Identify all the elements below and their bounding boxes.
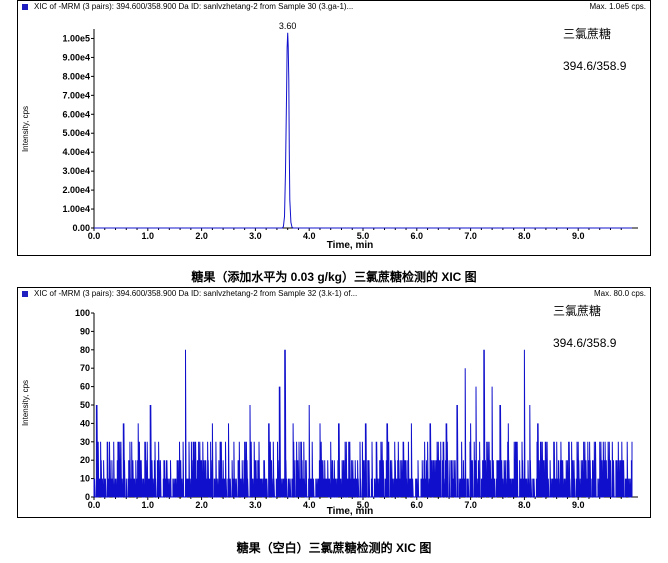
x-tick-label: 5.0 [357,500,370,510]
y-axis-label: Intensity, cps [21,106,30,152]
y-tick-label: 80 [80,345,90,355]
y-tick-label: 7.00e4 [62,90,90,100]
y-tick-label: 1.00e4 [62,204,90,214]
x-tick-label: 6.0 [411,231,424,241]
x-tick-label: 8.0 [518,500,531,510]
y-tick-label: 4.00e4 [62,147,90,157]
transition-label: 394.6/358.9 [553,336,617,350]
max-intensity-label: Max. 80.0 cps. [593,289,646,298]
x-tick-label: 0.0 [88,231,101,241]
x-tick-label: 7.0 [464,500,477,510]
y-tick-label: 60 [80,382,90,392]
x-tick-label: 1.0 [142,500,155,510]
y-axis-label: Intensity, cps [21,380,30,426]
y-tick-label: 10 [80,474,90,484]
trace-icon [22,291,28,297]
y-tick-label: 0.00 [72,223,90,233]
y-tick-label: 100 [75,308,90,318]
y-tick-label: 9.00e4 [62,52,90,62]
x-tick-label: 9.0 [572,231,585,241]
x-tick-label: 5.0 [357,231,370,241]
x-axis-label: Time, min [327,506,374,517]
series-line [93,349,633,498]
y-tick-label: 90 [80,326,90,336]
series-line [94,32,632,229]
y-tick-label: 40 [80,418,90,428]
x-tick-label: 4.0 [303,500,316,510]
y-tick-label: 0 [85,492,90,502]
x-tick-label: 2.0 [195,231,208,241]
x-tick-label: 7.0 [464,231,477,241]
panel-header-title: XIC of -MRM (3 pairs): 394.600/358.900 D… [34,289,358,298]
compound-name: 三氯蔗糖 [553,303,601,318]
chart-spiked-svg: 0.0 1.0 2.0 3.0 4.0 5.0 6.0 7.0 8.0 9.0 0.00 1.00e4… [21,21,638,251]
y-tick-label: 2.00e4 [62,185,90,195]
y-tick-label: 70 [80,363,90,373]
figure-caption-spiked: 糖果（添加水平为 0.03 g/kg）三氯蔗糖检测的 XIC 图 [191,270,477,284]
x-tick-label: 2.0 [195,500,208,510]
panel-header-title: XIC of -MRM (3 pairs): 394.600/358.900 D… [34,2,354,11]
x-tick-label: 3.0 [249,231,262,241]
y-tick-label: 1.00e5 [62,33,90,43]
figure-caption-blank: 糖果（空白）三氯蔗糖检测的 XIC 图 [236,541,432,555]
panel-header: XIC of -MRM (3 pairs): 394.600/358.900 D… [18,1,650,13]
x-tick-label: 1.0 [142,231,155,241]
panel-header: XIC of -MRM (3 pairs): 394.600/358.900 D… [18,288,650,300]
x-tick-label: 8.0 [518,231,531,241]
transition-label: 394.6/358.9 [563,59,627,73]
x-axis-label: Time, min [327,240,374,251]
x-tick-label: 3.0 [249,500,262,510]
x-tick-label: 4.0 [303,231,316,241]
compound-name: 三氯蔗糖 [563,26,611,41]
x-tick-label: 0.0 [88,500,101,510]
chromatogram-panel-blank: XIC of -MRM (3 pairs): 394.600/358.900 D… [17,287,651,518]
y-tick-label: 8.00e4 [62,71,90,81]
y-tick-label: 3.00e4 [62,166,90,176]
max-intensity-label: Max. 1.0e5 cps. [589,2,646,11]
trace-icon [22,4,28,10]
chart-blank-svg: 0.0 1.0 2.0 3.0 4.0 5.0 6.0 7.0 8.0 9.0 0 10 20 30 40 5… [21,303,638,517]
y-tick-label: 30 [80,437,90,447]
y-tick-label: 6.00e4 [62,109,90,119]
y-tick-label: 50 [80,400,90,410]
x-tick-label: 9.0 [572,500,585,510]
peak-rt-label: 3.60 [279,21,297,31]
chromatogram-panel-spiked: XIC of -MRM (3 pairs): 394.600/358.900 D… [17,0,651,256]
y-tick-label: 20 [80,455,90,465]
y-tick-label: 5.00e4 [62,128,90,138]
x-tick-label: 6.0 [411,500,424,510]
